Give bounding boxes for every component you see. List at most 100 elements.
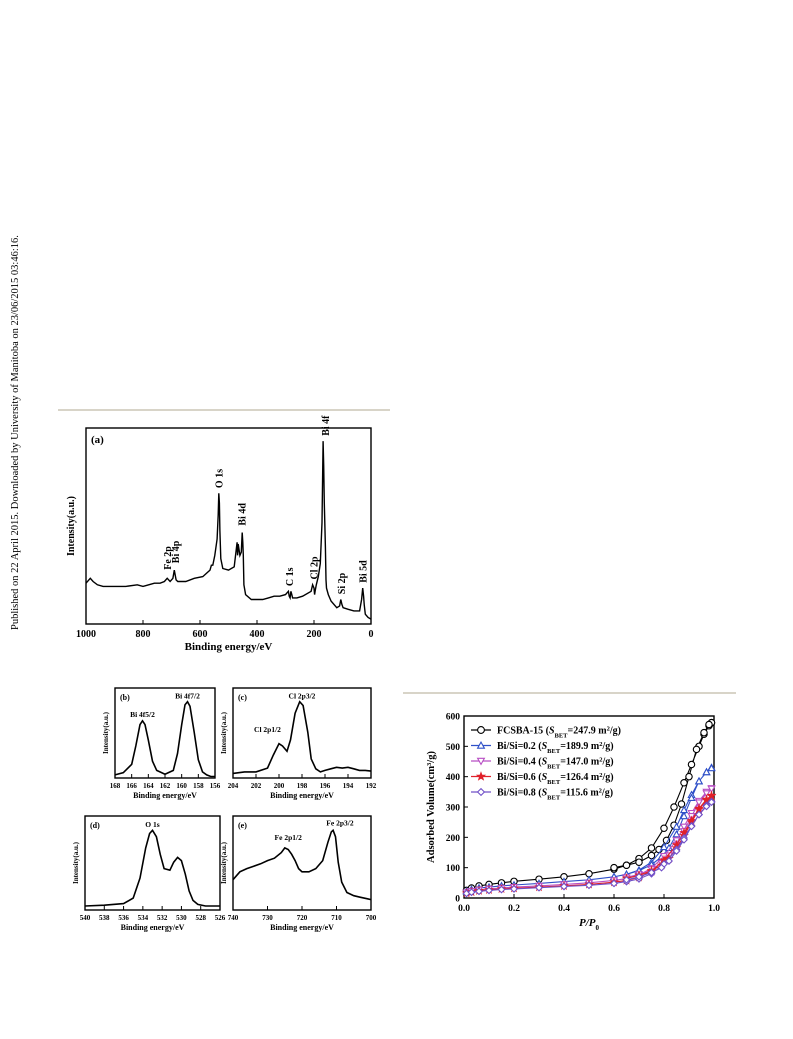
x-tick-label: 192 — [366, 782, 377, 790]
data-point — [705, 720, 713, 729]
spectrum-line — [85, 441, 372, 620]
data-point — [585, 881, 593, 890]
spectrum-line — [84, 828, 220, 907]
data-point — [510, 884, 518, 893]
xps-panel-a: 1000 800 600 400 200 0 Binding energy/eV Intens… — [66, 415, 374, 653]
x-tick-label: 538 — [99, 914, 110, 922]
legend-text-part: /g) — [601, 772, 613, 783]
data-point — [692, 745, 701, 754]
legend-text-part: 2 — [599, 756, 602, 763]
xps-panel-c: 204 202 200 198 196 194 192 Binding energy/eV In… — [220, 687, 377, 800]
data-point — [497, 885, 506, 894]
legend-entry: FCSBA-15 (SBET=247.9 m2/g) — [497, 725, 621, 739]
data-point — [700, 728, 708, 737]
y-axis-label: Adsorbed Volume(cm³/g) — [426, 751, 437, 863]
x-tick-label: 730 — [262, 914, 273, 922]
plot-frame — [85, 427, 372, 625]
data-point — [467, 888, 476, 897]
data-point — [687, 760, 696, 769]
data-point — [672, 829, 681, 838]
x-tick-label: 526 — [215, 914, 226, 922]
data-point — [476, 787, 486, 797]
data-point — [622, 875, 631, 884]
data-point — [706, 790, 717, 801]
data-point — [647, 851, 656, 860]
x-tick-label: 160 — [176, 782, 187, 790]
data-point — [672, 822, 681, 830]
data-point — [680, 835, 688, 844]
peak-label: Bi 5d — [359, 560, 370, 583]
peak-label: Bi 4f — [321, 415, 332, 436]
legend-text-part: BET — [547, 794, 561, 801]
plot-frame — [232, 815, 372, 911]
y-tick-label: 300 — [446, 804, 461, 814]
rule-left — [58, 409, 390, 411]
data-point — [707, 798, 716, 807]
x-axis-label-sub: 0 — [596, 924, 600, 932]
legend-text-part: S — [542, 757, 548, 768]
peak-label: Bi 4d — [238, 503, 249, 526]
data-point — [477, 726, 485, 734]
x-tick-label: 202 — [251, 782, 262, 790]
panel-label: (b) — [120, 693, 130, 702]
data-point — [702, 767, 711, 776]
x-tick-label: 1000 — [76, 629, 96, 640]
peak-label: Cl 2p — [309, 556, 320, 580]
legend-text-part: BET — [547, 763, 561, 770]
panel-label: (a) — [91, 434, 104, 446]
data-point — [635, 872, 643, 881]
legend-text-part: 2 — [599, 772, 602, 779]
data-point — [702, 802, 711, 811]
data-point — [657, 863, 666, 872]
data-point — [685, 772, 693, 781]
x-axis-label: Binding energy/eV — [121, 923, 185, 932]
x-tick-label: 162 — [160, 782, 171, 790]
data-point — [665, 857, 673, 865]
legend-text-part: /g) — [609, 726, 621, 737]
x-tick-label: 532 — [157, 914, 168, 922]
peak-label: Fe 2p — [163, 546, 174, 570]
series-line — [466, 766, 713, 892]
x-axis-label-main: P/P — [579, 917, 596, 929]
y-tick-label: 500 — [446, 743, 461, 753]
x-tick-label: 720 — [297, 914, 308, 922]
spectrum-line — [232, 828, 372, 901]
legend-text-part: /g) — [601, 741, 613, 752]
peak-label: C 1s — [285, 567, 296, 586]
data-point — [610, 863, 618, 872]
panel-label: (e) — [238, 821, 247, 830]
data-point — [476, 757, 486, 766]
publication-side-note-text: Published on 22 April 2015. Downloaded b… — [10, 235, 21, 630]
legend-entry: Bi/Si=0.4 (SBET=147.0 m2/g) — [497, 756, 614, 770]
legend-text-part: 2 — [599, 787, 602, 794]
data-point — [694, 799, 704, 807]
legend-text-part: 2 — [599, 741, 602, 748]
x-tick-label: 0 — [369, 629, 374, 640]
x-tick-label: 536 — [118, 914, 129, 922]
data-point — [660, 824, 668, 832]
legend-text-part: 2 — [607, 725, 610, 732]
data-point — [475, 771, 487, 781]
peak-label: Cl 2p1/2 — [254, 725, 281, 734]
peak-label: Si 2p — [337, 572, 348, 594]
legend-entry: Bi/Si=0.8 (SBET=115.6 m2/g) — [497, 787, 613, 801]
data-point — [707, 763, 716, 772]
legend-text-part: =189.9 m — [560, 741, 600, 752]
x-tick-label: 156 — [210, 782, 221, 790]
x-tick-label: 194 — [343, 782, 354, 790]
rule-right — [403, 692, 736, 694]
panel-label: (d) — [90, 821, 100, 830]
x-tick-label: 600 — [193, 629, 208, 640]
y-tick-label: 400 — [446, 773, 461, 783]
legend-entry: Bi/Si=0.2 (SBET=189.9 m2/g) — [497, 741, 614, 755]
x-axis-label: P/P0 — [579, 917, 600, 932]
data-point — [680, 778, 688, 787]
xps-panel-e: 740 730 720 710 700 Binding energy/eV Intensit… — [220, 815, 377, 932]
y-tick-label: 600 — [446, 713, 461, 723]
legend-text-part: =147.0 m — [560, 757, 600, 768]
legend-text-part: =126.4 m — [560, 772, 600, 783]
legend-text-part: BET — [547, 748, 561, 755]
legend-text-part: =247.9 m — [568, 726, 608, 737]
x-axis-label: Binding energy/eV — [185, 641, 273, 653]
